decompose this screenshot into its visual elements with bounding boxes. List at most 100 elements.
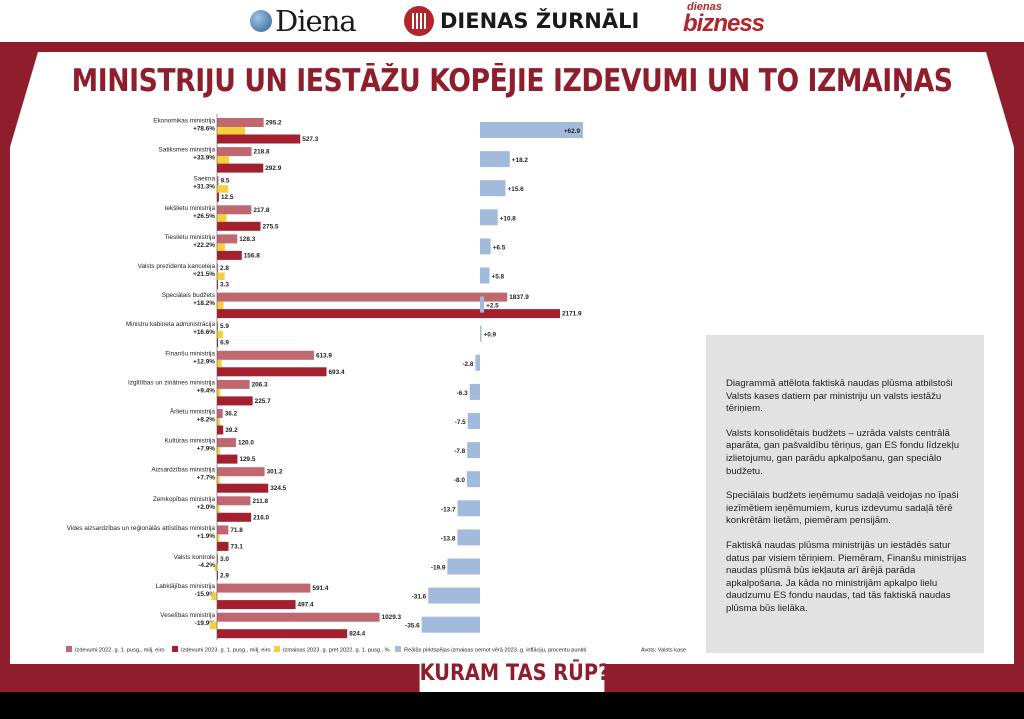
value-label-2023: 824.4 — [349, 631, 365, 638]
change-percent-label: +18.2% — [193, 300, 215, 307]
real-change-label: +0.9 — [483, 332, 496, 339]
real-change-label: -31.6 — [412, 594, 427, 601]
change-percent-label: +7.7% — [197, 475, 216, 482]
bar-expenditure-2023 — [217, 571, 218, 580]
legend-swatch — [66, 646, 72, 652]
value-label-2022: 120.0 — [238, 440, 254, 447]
real-change-label: -35.6 — [405, 623, 420, 630]
bar-expenditure-2023 — [217, 192, 219, 202]
bar-expenditure-2023 — [217, 396, 253, 406]
bar-change-percent — [217, 447, 220, 455]
bar-expenditure-2022 — [217, 379, 250, 389]
value-label-2023: 3.3 — [220, 282, 229, 289]
bar-real-change — [480, 267, 490, 284]
category-label: Valsts prezidenta kanceleja — [138, 263, 216, 270]
bar-expenditure-2022 — [217, 583, 311, 593]
real-change-label: -2.8 — [462, 361, 473, 368]
bar-expenditure-2023 — [217, 221, 261, 231]
value-label-2022: 36.2 — [225, 411, 238, 418]
change-percent-label: +21.5% — [193, 271, 215, 278]
bar-change-percent — [217, 534, 220, 542]
bar-expenditure-2023 — [217, 250, 242, 260]
change-percent-label: +9.4% — [197, 387, 216, 394]
bar-change-percent — [217, 156, 230, 164]
value-label-2023: 497.4 — [298, 602, 314, 609]
bar-expenditure-2023 — [217, 338, 219, 348]
legend-swatch — [395, 646, 401, 652]
bar-expenditure-2023 — [217, 309, 560, 319]
info-paragraph: Speciālais budžets ieņēmumu sadaļā veido… — [726, 490, 959, 527]
category-label: Zemkopības ministrija — [153, 496, 216, 503]
bar-change-percent — [217, 243, 225, 251]
bar-expenditure-2023 — [217, 600, 296, 610]
value-label-2022: 9.5 — [221, 178, 230, 185]
category-label: Tieslietu ministrija — [164, 234, 215, 241]
bar-real-change — [469, 383, 480, 400]
bar-expenditure-2022 — [217, 205, 252, 215]
real-change-label: -8.0 — [454, 477, 465, 484]
bar-change-percent — [217, 330, 223, 339]
bar-change-percent — [217, 272, 225, 280]
frame-corner-right — [986, 52, 1014, 147]
value-label-2023: 292.9 — [265, 165, 281, 172]
value-label-2022: 211.8 — [252, 498, 268, 505]
category-label: Ministru kabineta administrācija — [126, 321, 216, 328]
bar-real-change — [480, 238, 491, 255]
value-label-2022: 591.4 — [312, 585, 328, 592]
bar-real-change — [447, 558, 480, 575]
value-label-2023: 324.5 — [270, 485, 286, 492]
dienas-bizness-logo-big: bizness — [683, 10, 765, 37]
bar-expenditure-2022 — [217, 525, 229, 535]
bar-real-change — [475, 354, 480, 371]
bar-expenditure-2022 — [217, 263, 218, 273]
bar-expenditure-2022 — [217, 118, 264, 127]
dienas-bizness-logo[interactable]: dienas bizness — [683, 2, 765, 37]
bar-real-change — [428, 587, 480, 604]
value-label-2023: 693.4 — [329, 369, 345, 376]
bar-real-change — [467, 442, 480, 459]
legend-swatch — [172, 646, 178, 652]
bar-expenditure-2022 — [217, 147, 252, 157]
bar-real-change — [466, 471, 480, 488]
value-label-2022: 613.9 — [316, 352, 332, 359]
real-change-label: +6.5 — [493, 244, 506, 251]
category-label: Speciālais budžets — [162, 292, 215, 299]
real-change-label: -13.7 — [441, 506, 456, 513]
change-percent-label: +33.9% — [193, 155, 215, 162]
bar-change-percent — [209, 621, 217, 630]
bar-expenditure-2023 — [217, 512, 252, 522]
value-label-2023: 6.9 — [220, 340, 229, 347]
bar-expenditure-2022 — [217, 292, 508, 302]
value-label-2022: 2.8 — [220, 265, 229, 272]
info-paragraph: Faktiskā naudas plūsma ministrijās un ie… — [726, 539, 967, 614]
value-label-2023: 527.3 — [302, 136, 318, 143]
category-label: Ekonomikas ministrija — [153, 118, 215, 125]
bar-expenditure-2023 — [217, 280, 218, 289]
change-percent-label: +8.2% — [197, 417, 216, 424]
bar-expenditure-2022 — [217, 438, 236, 448]
bar-change-percent — [217, 388, 221, 397]
bar-expenditure-2022 — [217, 409, 223, 418]
value-label-2022: 217.8 — [253, 207, 269, 214]
bar-expenditure-2023 — [217, 629, 348, 639]
real-change-label: +62.9 — [564, 128, 581, 135]
change-percent-label: +78.6% — [193, 126, 215, 133]
value-label-2022: 1837.9 — [509, 294, 529, 301]
value-label-2023: 225.7 — [255, 398, 271, 405]
value-label-2023: 2.9 — [220, 573, 229, 580]
category-label: Satiksmes ministrija — [159, 147, 216, 154]
bar-change-percent — [217, 505, 220, 513]
dienas-zurnali-logo[interactable]: DIENAS ŽURNĀLI — [404, 4, 639, 38]
bar-expenditure-2022 — [217, 350, 314, 360]
category-label: Iekšlietu ministrija — [165, 205, 216, 212]
globe-icon — [250, 10, 272, 32]
bar-expenditure-2023 — [217, 541, 229, 551]
real-change-label: +2.5 — [486, 303, 499, 310]
diena-logo[interactable]: Diena — [250, 4, 357, 38]
value-label-2023: 39.2 — [225, 427, 238, 434]
change-percent-label: +26.5% — [193, 213, 215, 220]
value-label-2022: 206.3 — [252, 381, 268, 388]
value-label-2022: 1029.3 — [382, 614, 402, 621]
real-change-label: +5.8 — [491, 274, 504, 281]
bar-real-change — [480, 209, 498, 226]
